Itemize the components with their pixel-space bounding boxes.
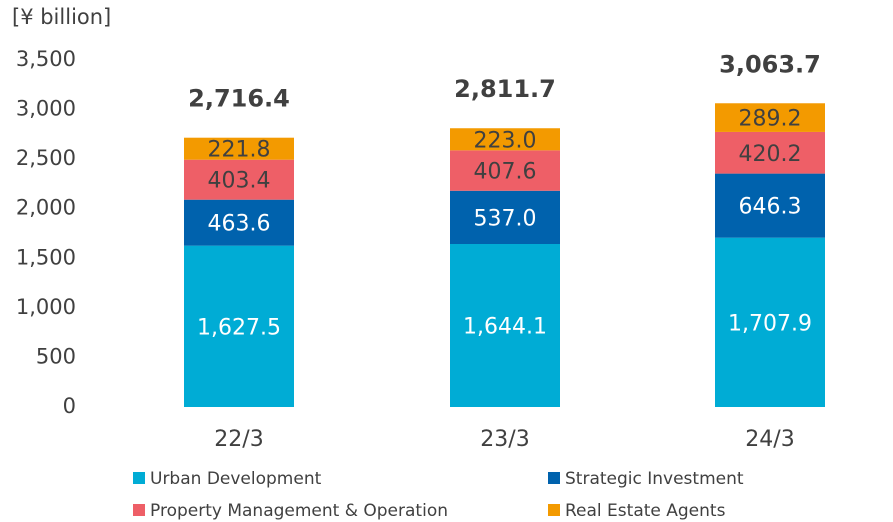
y-tick-label: 1,500 bbox=[16, 245, 76, 269]
legend-swatch bbox=[548, 472, 560, 484]
data-label: 420.2 bbox=[739, 142, 802, 167]
bar-segment bbox=[715, 173, 825, 238]
bar-segment bbox=[715, 131, 825, 174]
bar-segment bbox=[184, 245, 294, 407]
total-label: 3,063.7 bbox=[719, 50, 821, 78]
y-tick-label: 3,000 bbox=[16, 97, 76, 121]
data-label: 407.6 bbox=[474, 160, 537, 185]
data-label: 463.6 bbox=[208, 212, 271, 237]
legend-label: Strategic Investment bbox=[565, 469, 744, 489]
bar-segment bbox=[184, 199, 294, 246]
legend-label: Real Estate Agents bbox=[565, 501, 726, 521]
y-tick-label: 0 bbox=[63, 394, 76, 418]
y-tick-label: 3,500 bbox=[16, 47, 76, 71]
y-tick-label: 500 bbox=[36, 344, 76, 368]
bar-segment bbox=[184, 159, 294, 200]
legend-swatch bbox=[133, 504, 145, 516]
legend-swatch bbox=[548, 504, 560, 516]
data-label: 646.3 bbox=[739, 195, 802, 220]
bar-segment bbox=[450, 243, 560, 407]
y-tick-label: 2,500 bbox=[16, 146, 76, 170]
data-label: 223.0 bbox=[474, 128, 537, 153]
data-label: 221.8 bbox=[208, 138, 271, 163]
data-label: 537.0 bbox=[474, 206, 537, 231]
bar-segment bbox=[450, 190, 560, 244]
data-label: 289.2 bbox=[739, 107, 802, 132]
total-label: 2,811.7 bbox=[454, 75, 556, 103]
bar-segment bbox=[715, 103, 825, 132]
legend-label: Urban Development bbox=[150, 469, 322, 489]
x-tick-label: 24/3 bbox=[745, 427, 794, 452]
legend-swatch bbox=[133, 472, 145, 484]
data-label: 1,627.5 bbox=[197, 315, 281, 340]
bar-segment bbox=[450, 150, 560, 191]
x-tick-label: 22/3 bbox=[214, 427, 263, 452]
bar-segment bbox=[450, 128, 560, 151]
total-label: 2,716.4 bbox=[188, 85, 290, 113]
bar-segment bbox=[184, 137, 294, 160]
bar-segment bbox=[715, 237, 825, 407]
legend-label: Property Management & Operation bbox=[150, 501, 448, 521]
y-tick-label: 2,000 bbox=[16, 196, 76, 220]
data-label: 1,707.9 bbox=[728, 311, 812, 336]
y-axis-label: [¥ billion] bbox=[12, 5, 111, 29]
data-label: 403.4 bbox=[208, 169, 271, 194]
x-tick-label: 23/3 bbox=[480, 427, 529, 452]
data-label: 1,644.1 bbox=[463, 314, 547, 339]
y-tick-label: 1,000 bbox=[16, 295, 76, 319]
